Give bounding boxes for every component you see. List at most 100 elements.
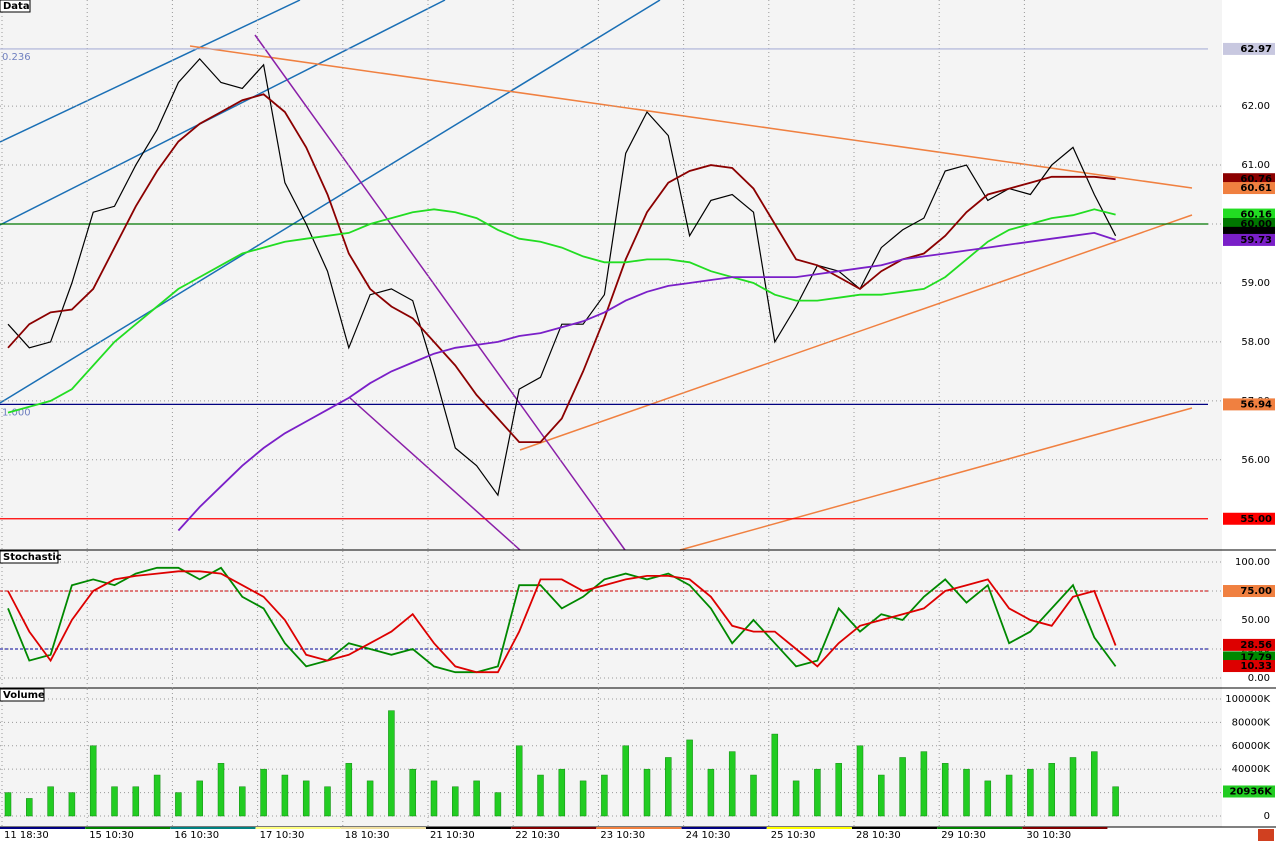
session-strip xyxy=(596,827,682,829)
x-tick-label: 24 10:30 xyxy=(686,830,731,841)
y-tick-label: 0.00 xyxy=(1248,673,1270,684)
price-tag-label: 55.00 xyxy=(1240,514,1272,525)
y-tick-label: 59.00 xyxy=(1241,278,1270,289)
session-strip xyxy=(766,827,852,829)
volume-bar xyxy=(473,780,480,817)
volume-bar xyxy=(1005,774,1013,817)
session-strip xyxy=(1022,827,1108,829)
series-line xyxy=(177,231,1116,532)
volume-bar xyxy=(1112,786,1119,817)
volume-bar xyxy=(239,786,246,817)
volume-bar xyxy=(537,774,544,817)
scroll-button[interactable] xyxy=(1258,829,1274,841)
volume-bar xyxy=(835,763,842,817)
volume-bar xyxy=(750,774,757,817)
plot-background xyxy=(0,0,1222,827)
volume-bar xyxy=(579,780,587,817)
fib-label: 0.236 xyxy=(2,52,31,63)
price-tag xyxy=(1223,208,1275,221)
series-line xyxy=(7,208,1116,414)
price-tag-label: 75.00 xyxy=(1240,586,1272,597)
session-strip xyxy=(852,827,937,829)
price-tag-label: 60.00 xyxy=(1240,219,1272,230)
volume-bar xyxy=(1069,757,1077,817)
price-tag xyxy=(1223,585,1275,598)
series-line xyxy=(7,93,1116,443)
x-tick-label: 30 10:30 xyxy=(1026,830,1071,841)
volume-bar xyxy=(260,768,267,817)
price-tag xyxy=(1223,233,1275,246)
volume-bar xyxy=(515,745,523,817)
volume-bar xyxy=(388,710,395,817)
volume-bar xyxy=(47,786,54,817)
volume-bar xyxy=(814,768,821,817)
volume-bar xyxy=(920,751,928,817)
price-tag-label: 28.56 xyxy=(1240,640,1272,651)
series-line xyxy=(7,58,1117,497)
volume-bar xyxy=(643,768,651,817)
y-tick-label: 60000K xyxy=(1232,741,1271,752)
price-tag-label: 20936K xyxy=(1229,786,1273,797)
session-strip xyxy=(255,827,341,829)
price-tag xyxy=(1223,182,1275,195)
price-tag-label: 60.76 xyxy=(1240,174,1272,185)
volume-bar xyxy=(68,792,76,817)
x-tick-label: 16 10:30 xyxy=(174,830,219,841)
volume-bar xyxy=(963,768,970,817)
trend-line xyxy=(189,45,1193,189)
volume-bar xyxy=(430,780,438,817)
volume-bar xyxy=(111,786,118,817)
volume-bar xyxy=(4,792,12,817)
price-tag-label: 62.97 xyxy=(1240,44,1272,55)
panel-title-box xyxy=(0,0,31,13)
volume-bar xyxy=(984,780,992,817)
price-tag xyxy=(1223,785,1275,798)
y-tick-label: 100000K xyxy=(1225,694,1270,705)
price-tag-label: 59.73 xyxy=(1240,235,1272,246)
y-tick-label: 40000K xyxy=(1232,764,1271,775)
x-tick-label: 22 10:30 xyxy=(515,830,560,841)
volume-bar xyxy=(1027,768,1034,817)
volume-bar xyxy=(153,774,161,817)
channel-line xyxy=(0,0,301,143)
volume-bar xyxy=(196,780,203,817)
x-tick-label: 11 18:30 xyxy=(4,830,49,841)
volume-bar xyxy=(707,768,715,817)
price-tag xyxy=(1223,398,1275,411)
volume-bar xyxy=(558,768,566,817)
volume-bar xyxy=(132,786,140,817)
series-line xyxy=(7,570,1117,674)
price-tag xyxy=(1223,42,1275,55)
session-strip xyxy=(340,827,426,829)
session-strip xyxy=(170,827,256,829)
y-tick-label: 62.00 xyxy=(1241,101,1270,112)
x-tick-label: 21 10:30 xyxy=(430,830,475,841)
x-tick-label: 23 10:30 xyxy=(600,830,645,841)
volume-bar xyxy=(771,733,779,817)
session-strip xyxy=(511,827,597,829)
price-tag-label: 17.79 xyxy=(1240,652,1272,663)
price-tag-label: 59.85 xyxy=(1240,228,1272,239)
price-tag-label: 60.61 xyxy=(1240,183,1272,194)
volume-bar xyxy=(89,745,97,817)
volume-bar xyxy=(281,774,289,817)
volume-bar xyxy=(665,757,672,817)
volume-bar xyxy=(878,774,885,817)
volume-bar xyxy=(1048,763,1055,817)
volume-bar xyxy=(686,739,693,817)
axis-background xyxy=(1222,0,1276,842)
price-tag xyxy=(1223,638,1275,651)
volume-bar xyxy=(856,745,864,817)
y-tick-label: 50.00 xyxy=(1241,615,1270,626)
price-tag xyxy=(1223,512,1275,525)
volume-bar xyxy=(324,786,331,817)
fib-label: 1.000 xyxy=(2,407,31,418)
session-strip xyxy=(85,827,171,829)
session-strip xyxy=(0,827,85,829)
y-tick-label: 0 xyxy=(1264,811,1270,822)
volume-bar xyxy=(1091,751,1098,817)
x-tick-label: 18 10:30 xyxy=(345,830,390,841)
x-tick-label: 29 10:30 xyxy=(941,830,986,841)
series-line xyxy=(7,566,1117,674)
x-tick-label: 15 10:30 xyxy=(89,830,134,841)
